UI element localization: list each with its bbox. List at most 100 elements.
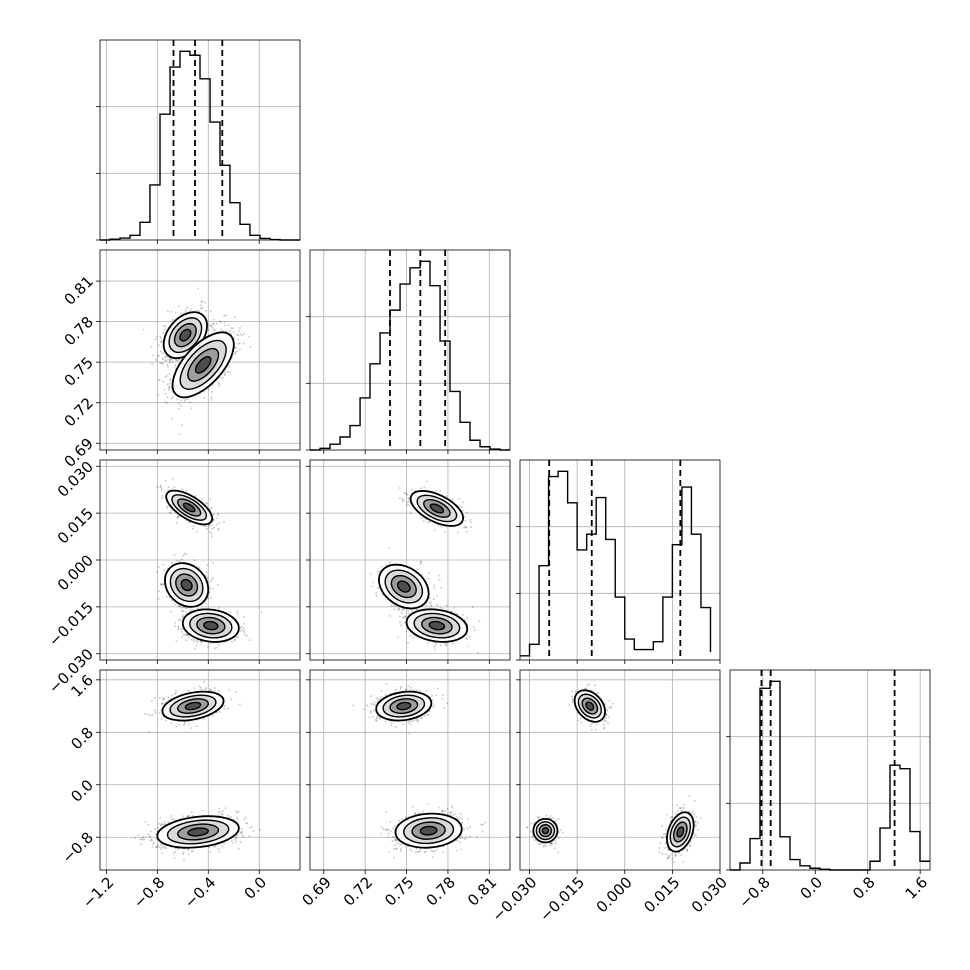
sample-point xyxy=(190,638,193,641)
sample-point xyxy=(160,489,163,491)
sample-point xyxy=(220,328,222,331)
sample-point xyxy=(211,521,213,524)
sample-point xyxy=(157,379,160,381)
sample-point xyxy=(167,386,170,388)
sample-point xyxy=(187,848,189,851)
sample-point xyxy=(170,358,173,361)
sample-point xyxy=(168,596,171,598)
sample-point xyxy=(234,316,236,318)
sample-point xyxy=(161,339,164,342)
sample-point xyxy=(209,310,212,313)
sample-point xyxy=(234,638,236,641)
sample-point xyxy=(221,813,224,815)
sample-point xyxy=(160,340,162,343)
sample-point xyxy=(211,399,213,401)
histogram-panel-2 xyxy=(516,459,721,664)
sample-point xyxy=(167,356,170,358)
sample-point xyxy=(174,603,177,606)
sample-point xyxy=(224,324,226,327)
sample-point xyxy=(205,687,207,689)
sample-point xyxy=(171,360,174,363)
density-panel-0-3 xyxy=(96,669,301,874)
sample-point xyxy=(212,690,215,692)
sample-point xyxy=(215,646,218,649)
sample-point xyxy=(232,842,234,844)
sample-point xyxy=(236,835,238,837)
sample-point xyxy=(173,486,176,488)
sample-point xyxy=(190,811,193,813)
sample-point xyxy=(194,496,197,498)
sample-point xyxy=(144,713,147,715)
sample-point xyxy=(147,713,149,716)
sample-point xyxy=(217,848,220,850)
sample-point xyxy=(235,347,238,349)
sample-point xyxy=(184,721,186,723)
sample-point xyxy=(160,848,162,850)
sample-point xyxy=(184,398,187,401)
histogram-panel-3 xyxy=(726,669,931,874)
histogram-panel-1 xyxy=(306,249,511,454)
sample-point xyxy=(186,634,189,637)
sample-point xyxy=(227,707,230,710)
sample-point xyxy=(230,816,232,818)
sample-point xyxy=(154,338,157,341)
sample-point xyxy=(207,324,210,327)
sample-point xyxy=(183,859,185,862)
sample-point xyxy=(230,333,232,335)
sample-point xyxy=(182,851,185,854)
sample-point xyxy=(213,329,215,332)
sample-point xyxy=(234,346,236,349)
sample-point xyxy=(171,391,173,393)
density-contour xyxy=(182,502,196,513)
sample-point xyxy=(223,521,225,523)
sample-point xyxy=(237,343,240,345)
sample-point xyxy=(173,857,176,859)
sample-point xyxy=(242,818,245,821)
sample-point xyxy=(243,342,245,345)
sample-point xyxy=(157,355,160,357)
sample-point xyxy=(235,840,238,843)
sample-point xyxy=(181,630,183,633)
sample-point xyxy=(189,401,191,404)
sample-point xyxy=(240,626,243,628)
sample-point xyxy=(154,697,156,699)
sample-point xyxy=(205,602,207,605)
sample-point xyxy=(214,647,216,650)
sample-point xyxy=(161,358,164,361)
sample-point xyxy=(162,352,164,354)
sample-point xyxy=(216,517,218,520)
sample-point xyxy=(162,332,164,334)
sample-point xyxy=(165,355,168,357)
sample-point xyxy=(167,486,170,488)
sample-point xyxy=(163,847,165,849)
sample-point xyxy=(207,388,210,390)
sample-point xyxy=(218,384,220,387)
sample-point xyxy=(195,644,198,647)
sample-point xyxy=(175,725,178,728)
sample-point xyxy=(237,334,240,336)
sample-point xyxy=(160,362,163,364)
sample-point xyxy=(182,610,184,612)
sample-point xyxy=(150,838,153,841)
sample-point xyxy=(147,833,150,836)
sample-point xyxy=(159,379,161,381)
sample-point xyxy=(157,844,160,846)
sample-point xyxy=(167,358,169,361)
sample-point xyxy=(160,718,163,720)
sample-point xyxy=(157,827,159,829)
sample-point xyxy=(248,639,251,641)
sample-point xyxy=(207,597,210,599)
sample-point xyxy=(219,811,221,814)
sample-point xyxy=(151,839,153,842)
sample-point xyxy=(170,310,173,313)
sample-point xyxy=(185,308,187,311)
sample-point xyxy=(184,610,187,613)
sample-point xyxy=(241,629,244,632)
sample-point xyxy=(169,512,172,514)
sample-point xyxy=(141,837,144,840)
sample-point xyxy=(159,817,161,819)
sample-point xyxy=(170,697,172,700)
sample-point xyxy=(243,632,246,634)
sample-point xyxy=(260,611,263,614)
sample-point xyxy=(251,826,253,828)
